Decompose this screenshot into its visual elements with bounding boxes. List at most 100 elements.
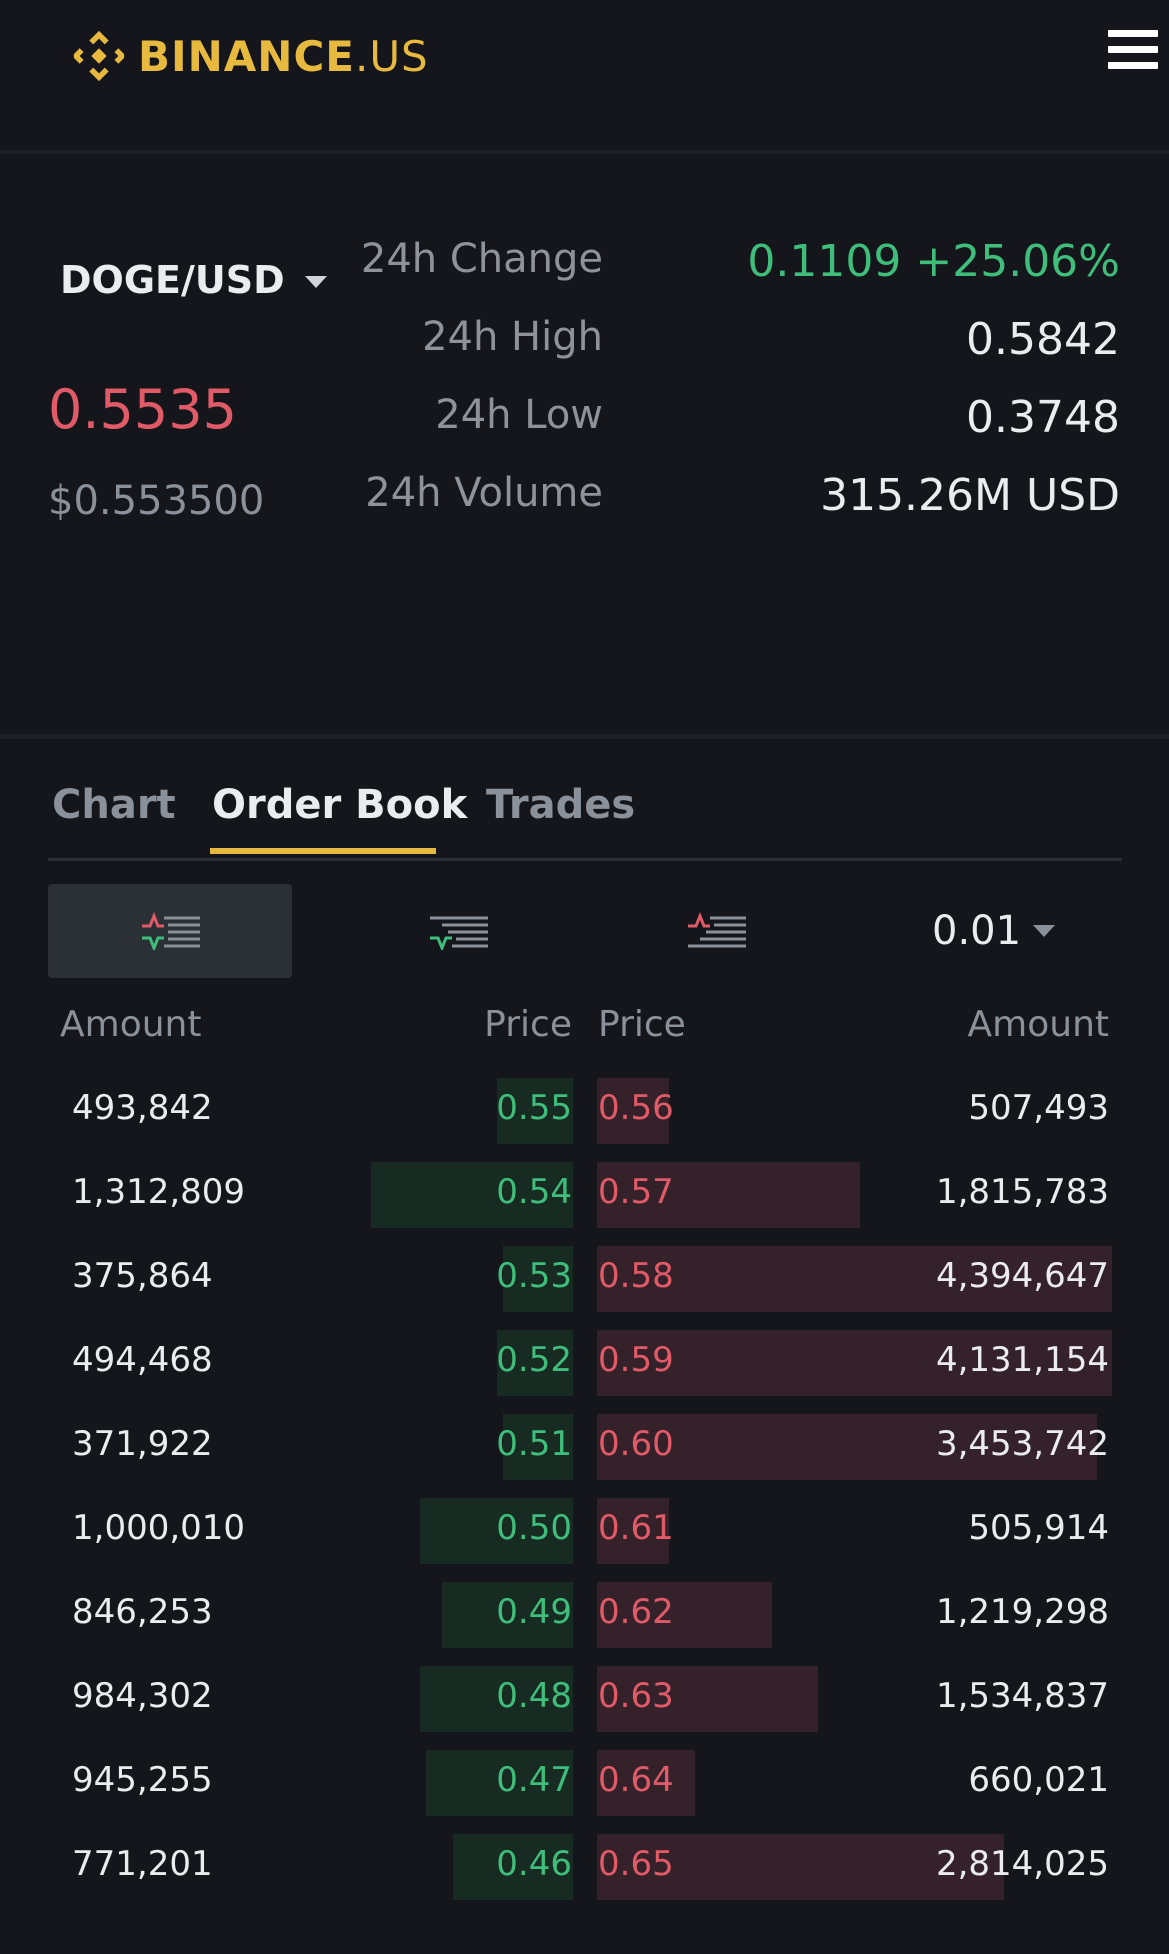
bids-only-view-icon bbox=[430, 916, 488, 950]
order-book-row[interactable]: 846,253 0.49 0.62 1,219,298 bbox=[0, 1574, 1169, 1658]
hamburger-menu-icon[interactable] bbox=[1108, 30, 1158, 80]
bid-amount: 1,000,010 bbox=[72, 1508, 246, 1548]
ask-price: 0.61 bbox=[598, 1508, 674, 1548]
order-book-row[interactable]: 771,201 0.46 0.65 2,814,025 bbox=[0, 1826, 1169, 1910]
bid-amount: 375,864 bbox=[72, 1256, 213, 1296]
ask-amount: 1,219,298 bbox=[935, 1592, 1109, 1632]
ask-depth-bar bbox=[597, 1498, 670, 1564]
asks-only-view-button[interactable] bbox=[594, 884, 838, 978]
chevron-down-icon bbox=[1033, 925, 1056, 937]
pair-label: DOGE/USD bbox=[60, 258, 285, 302]
change-value: 0.1109 +25.06% bbox=[747, 236, 1120, 287]
bid-depth-bar bbox=[503, 1414, 573, 1480]
order-book-row[interactable]: 375,864 0.53 0.58 4,394,647 bbox=[0, 1238, 1169, 1322]
bid-price-header: Price bbox=[484, 1004, 572, 1045]
bid-amount: 494,468 bbox=[72, 1340, 213, 1380]
binance-logo-icon bbox=[73, 30, 125, 82]
ask-amount: 507,493 bbox=[968, 1088, 1109, 1128]
brand-suffix: .US bbox=[354, 31, 429, 81]
order-book-row[interactable]: 945,255 0.47 0.64 660,021 bbox=[0, 1742, 1169, 1826]
both-sides-view-button[interactable] bbox=[48, 884, 292, 978]
usd-price: $0.553500 bbox=[48, 478, 265, 524]
ask-depth-bar bbox=[597, 1582, 773, 1648]
ask-amount: 1,815,783 bbox=[935, 1172, 1109, 1212]
ask-depth-bar bbox=[597, 1162, 860, 1228]
bid-depth-bar bbox=[425, 1750, 573, 1816]
ask-amount: 1,534,837 bbox=[935, 1676, 1109, 1716]
ask-amount: 505,914 bbox=[968, 1508, 1109, 1548]
bid-amount: 371,922 bbox=[72, 1424, 213, 1464]
ask-price: 0.60 bbox=[598, 1424, 674, 1464]
ask-depth-bar bbox=[597, 1330, 1112, 1396]
top-header: BINANCE.US bbox=[0, 0, 1169, 154]
active-tab-indicator bbox=[210, 848, 436, 854]
tab-chart[interactable]: Chart bbox=[52, 782, 176, 828]
bid-depth-bar bbox=[420, 1498, 573, 1564]
bid-amount: 945,255 bbox=[72, 1760, 213, 1800]
ask-depth-bar bbox=[597, 1078, 670, 1144]
asks-only-view-icon bbox=[688, 912, 746, 948]
ask-amount: 4,394,647 bbox=[935, 1256, 1109, 1296]
ask-price: 0.58 bbox=[598, 1256, 674, 1296]
bid-amount: 1,312,809 bbox=[72, 1172, 246, 1212]
ask-depth-bar bbox=[597, 1834, 1004, 1900]
bid-price: 0.51 bbox=[496, 1424, 572, 1464]
tab-trades[interactable]: Trades bbox=[486, 782, 636, 828]
change-label: 24h Change bbox=[360, 236, 603, 282]
binance-us-logo[interactable]: BINANCE.US bbox=[70, 28, 429, 84]
bids-only-view-button[interactable] bbox=[336, 884, 580, 978]
tab-bar: Chart Order Book Trades bbox=[48, 778, 1122, 861]
bid-price: 0.50 bbox=[496, 1508, 572, 1548]
bid-depth-bar bbox=[420, 1666, 573, 1732]
bid-amount: 846,253 bbox=[72, 1592, 213, 1632]
ask-depth-bar bbox=[597, 1246, 1112, 1312]
ask-price: 0.59 bbox=[598, 1340, 674, 1380]
ask-amount: 4,131,154 bbox=[935, 1340, 1109, 1380]
ask-amount-header: Amount bbox=[967, 1004, 1109, 1045]
ask-depth-bar bbox=[597, 1414, 1097, 1480]
precision-selector[interactable]: 0.01 bbox=[932, 908, 1056, 954]
ticker-panel bbox=[0, 154, 1169, 739]
order-book-row[interactable]: 493,842 0.55 0.56 507,493 bbox=[0, 1070, 1169, 1154]
both-sides-view-icon bbox=[142, 912, 200, 950]
ask-price: 0.56 bbox=[598, 1088, 674, 1128]
bid-price: 0.47 bbox=[496, 1760, 572, 1800]
ask-price: 0.65 bbox=[598, 1844, 674, 1884]
ask-price: 0.63 bbox=[598, 1676, 674, 1716]
ask-depth-bar bbox=[597, 1750, 695, 1816]
bid-depth-bar bbox=[496, 1078, 573, 1144]
bid-price: 0.52 bbox=[496, 1340, 572, 1380]
bid-depth-bar bbox=[371, 1162, 573, 1228]
low-value: 0.3748 bbox=[966, 392, 1120, 443]
ask-amount: 3,453,742 bbox=[935, 1424, 1109, 1464]
volume-value: 315.26M USD bbox=[820, 470, 1120, 521]
tab-order-book[interactable]: Order Book bbox=[212, 782, 468, 828]
bid-price: 0.49 bbox=[496, 1592, 572, 1632]
order-book-row[interactable]: 494,468 0.52 0.59 4,131,154 bbox=[0, 1322, 1169, 1406]
precision-value: 0.01 bbox=[932, 908, 1022, 954]
bid-amount: 984,302 bbox=[72, 1676, 213, 1716]
order-book-row[interactable]: 371,922 0.51 0.60 3,453,742 bbox=[0, 1406, 1169, 1490]
ask-price: 0.64 bbox=[598, 1760, 674, 1800]
ask-price-header: Price bbox=[598, 1004, 686, 1045]
bid-price: 0.46 bbox=[496, 1844, 572, 1884]
bid-amount: 771,201 bbox=[72, 1844, 213, 1884]
bid-price: 0.54 bbox=[496, 1172, 572, 1212]
bid-price: 0.53 bbox=[496, 1256, 572, 1296]
ask-amount: 660,021 bbox=[968, 1760, 1109, 1800]
bid-amount: 493,842 bbox=[72, 1088, 213, 1128]
ask-amount: 2,814,025 bbox=[935, 1844, 1109, 1884]
bid-amount-header: Amount bbox=[60, 1004, 202, 1045]
bid-depth-bar bbox=[442, 1582, 573, 1648]
pair-selector[interactable]: DOGE/USD bbox=[60, 258, 327, 302]
ask-price: 0.57 bbox=[598, 1172, 674, 1212]
order-book-row[interactable]: 984,302 0.48 0.63 1,534,837 bbox=[0, 1658, 1169, 1742]
brand-name: BINANCE.US bbox=[138, 31, 429, 81]
bid-depth-bar bbox=[453, 1834, 573, 1900]
bid-price: 0.55 bbox=[496, 1088, 572, 1128]
bid-depth-bar bbox=[496, 1330, 573, 1396]
order-book-row[interactable]: 1,312,809 0.54 0.57 1,815,783 bbox=[0, 1154, 1169, 1238]
low-label: 24h Low bbox=[435, 392, 603, 438]
order-book-row[interactable]: 1,000,010 0.50 0.61 505,914 bbox=[0, 1490, 1169, 1574]
bid-price: 0.48 bbox=[496, 1676, 572, 1716]
